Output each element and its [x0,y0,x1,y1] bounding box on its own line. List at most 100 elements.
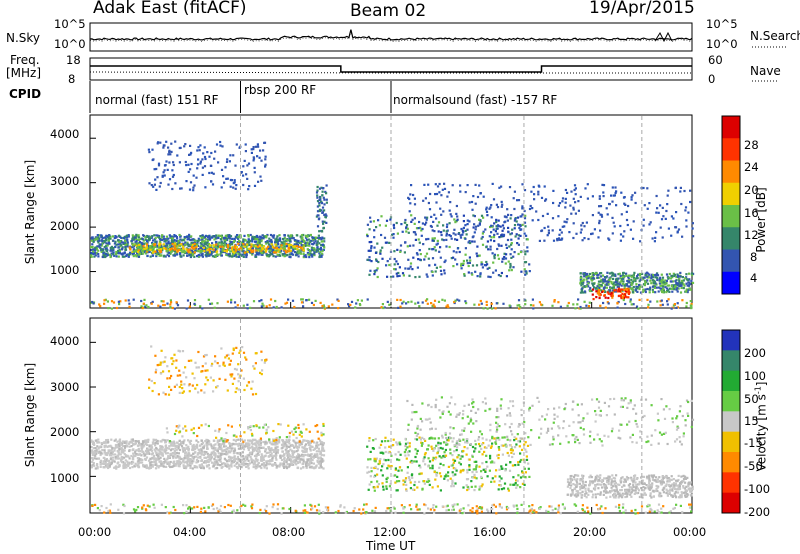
power-main-band-cell [293,239,296,242]
power-main-band-peak-cell [277,250,280,253]
velocity-main-band-cell [299,442,302,445]
power-evening-cell [580,289,584,292]
power-evening-cell [668,284,671,287]
velocity-colorbar-swatch [722,391,740,412]
power-evening-cell [643,289,646,292]
power-afternoon-cell [428,264,431,267]
power-ground-cell [160,300,163,303]
velocity-main-band-cell [265,467,268,470]
power-afternoon-cell [376,242,379,245]
velocity-main-band-cell [183,456,186,460]
velocity-main-band-cell [229,444,232,448]
power-ground-cell [690,304,693,307]
power-evening-cell [596,274,599,277]
power-main-band-cell [299,252,303,255]
power-evening-cell [625,274,628,277]
power-upper-scatter-cell [667,189,670,192]
power-upper-scatter-cell [493,233,496,236]
power-ground-cell [188,305,191,308]
velocity-main-band-cell [264,450,267,453]
power-main-band-cell [117,255,120,258]
power-main-band-cell [248,250,251,253]
power-evening-cell [673,288,676,291]
power-upper-scatter-cell [433,213,436,216]
velocity-main-band-cell [154,467,158,470]
power-main-band-cell [261,253,264,256]
power-evening-cell [656,276,659,279]
power-main-band-peak-cell [219,245,222,248]
power-afternoon-cell [424,223,427,226]
velocity-main-band-cell [170,442,173,445]
velocity-main-band-cell [315,446,318,449]
power-main-band-cell [136,247,139,250]
power-main-band-cell [242,238,245,241]
power-main-band-cell [224,236,227,240]
power-afternoon-cell [510,238,513,241]
velocity-main-band-cell [128,442,131,445]
velocity-main-band-cell [142,452,145,455]
noise-sky-trace [89,29,693,41]
power-upper-arc-cell [210,180,213,183]
velocity-main-band-cell [267,459,270,463]
power-ground-cell [524,303,527,306]
power-afternoon-cell [442,229,445,232]
velocity-main-band-cell [276,451,279,454]
velocity-main-band-cell [123,456,126,459]
power-evening-cell [681,276,684,279]
power-main-band-peak-cell [137,249,140,252]
velocity-main-band-cell [122,466,125,470]
velocity-main-band-cell [251,441,254,444]
power-upper-scatter-cell [440,213,443,216]
power-main-band-cell [201,234,204,237]
power-main-band-cell [267,255,270,258]
power-main-band-cell [97,255,100,258]
power-main-band-cell [167,255,171,258]
power-ground-cell [676,306,679,309]
power-main-band-cell [280,249,283,252]
power-afternoon-cell [499,225,502,228]
power-evening-cell [642,276,645,279]
power-main-band-cell [285,239,288,242]
power-main-band-cell [107,241,110,244]
power-afternoon-cell [463,274,466,277]
power-main-band-cell [318,255,321,259]
power-main-band-cell [105,239,108,242]
power-afternoon-cell [434,263,437,266]
velocity-main-band-cell [274,454,277,457]
power-evening-cell [679,275,682,278]
power-evening-cell [682,287,685,290]
power-afternoon-cell [493,253,496,256]
power-main-band-cell [283,234,286,237]
power-upper-scatter-cell [423,183,426,186]
power-main-band-cell [151,241,154,245]
power-evening-cell [631,288,634,292]
power-main-band-cell [225,235,228,238]
power-main-band-cell [112,239,115,242]
velocity-main-band-cell [128,445,131,448]
velocity-main-band-cell [268,440,271,443]
power-main-band-cell [213,235,216,238]
velocity-main-band-cell [221,449,224,453]
power-spike-cell [323,220,326,223]
power-main-band-cell [108,253,111,256]
velocity-main-band-cell [302,458,305,461]
velocity-main-band-cell [257,465,260,468]
power-main-band-cell [210,246,213,249]
power-evening-cell [661,282,664,285]
power-afternoon-cell [524,225,527,228]
power-upper-arc-cell [195,176,198,179]
power-main-band-peak-cell [212,248,215,251]
power-main-band-cell [114,240,117,243]
power-evening-cell [651,279,654,282]
velocity-main-band-cell [105,465,108,468]
power-evening-cell [609,277,612,280]
power-upper-arc-cell [262,149,265,152]
power-afternoon-cell [468,261,471,264]
power-afternoon-cell [443,260,446,264]
velocity-main-band-cell [203,456,206,459]
power-upper-scatter-cell [496,206,500,209]
power-ground-cell [141,307,144,310]
power-evening-cell [648,288,651,291]
power-afternoon-cell [463,273,466,276]
power-afternoon-cell [524,214,527,217]
